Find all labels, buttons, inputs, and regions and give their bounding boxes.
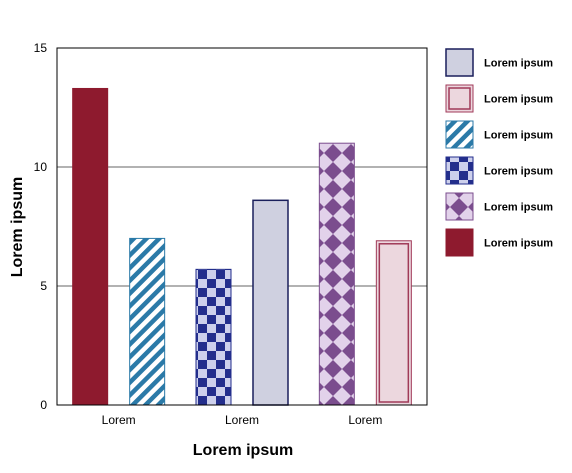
legend-swatch [445, 84, 474, 113]
legend-swatch [445, 192, 474, 221]
x-tick-label: Lorem [225, 413, 259, 427]
bar-series-6-cat-3 [375, 240, 412, 406]
plot-frame [56, 47, 428, 406]
legend-swatch [445, 48, 474, 77]
legend-label: Lorem ipsum [484, 166, 553, 178]
legend-label: Lorem ipsum [484, 58, 553, 70]
legend-swatch [445, 120, 474, 149]
legend-swatch [445, 156, 474, 185]
legend-label: Lorem ipsum [484, 202, 553, 214]
plot-area [57, 166, 427, 287]
y-tick-label: 0 [40, 398, 47, 412]
bar-series-3-cat-2 [195, 268, 232, 406]
bar-series-2-cat-1 [129, 237, 166, 406]
y-tick-label: 5 [40, 279, 47, 293]
legend-swatch [445, 228, 474, 257]
legend: Lorem ipsum Lorem ipsum Lorem ipsum Lorem i… [445, 48, 553, 257]
bar-series-1-cat-1 [72, 87, 109, 406]
legend-label: Lorem ipsum [484, 238, 553, 250]
y-axis-title: Lorem ipsum [9, 177, 26, 277]
x-axis-title: Lorem ipsum [193, 442, 293, 459]
bar-series-5-cat-3 [318, 142, 355, 406]
y-tick-label: 10 [34, 160, 48, 174]
bars [72, 87, 412, 406]
y-tick-label: 15 [34, 41, 48, 55]
axes: Lorem Lorem Lorem 0 5 10 15 [34, 41, 428, 427]
x-tick-label: Lorem [102, 413, 136, 427]
legend-label: Lorem ipsum [484, 94, 553, 106]
legend-label: Lorem ipsum [484, 130, 553, 142]
x-tick-label: Lorem [348, 413, 382, 427]
bar-series-4-cat-2 [252, 199, 289, 406]
